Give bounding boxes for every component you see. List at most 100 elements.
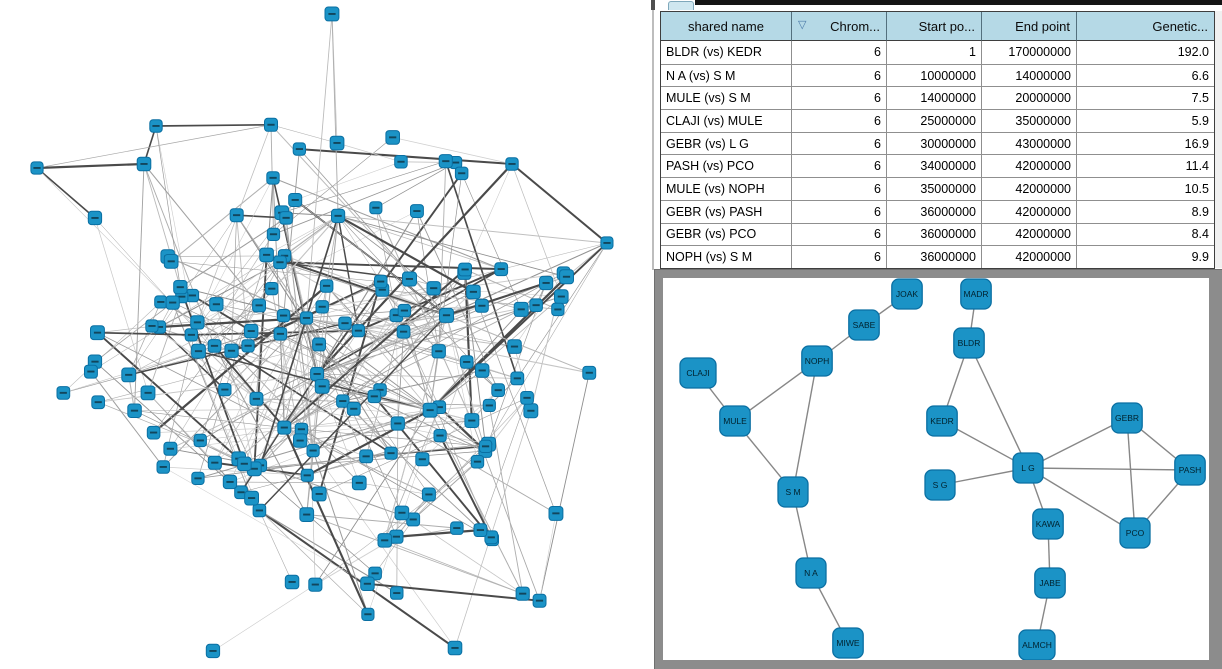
edge-NOPH-SM[interactable] [792,360,818,493]
node-shape[interactable] [1032,508,1064,540]
node-PCO[interactable]: PCO [1119,517,1151,549]
overview-node[interactable] [410,204,424,219]
node-PASH[interactable]: PASH [1174,454,1206,486]
node-shape[interactable] [1018,629,1056,660]
table-cell[interactable]: MULE (vs) S M [661,86,792,110]
overview-node[interactable] [426,281,441,296]
table-cell[interactable]: 6 [792,63,887,87]
overview-node[interactable] [505,157,519,171]
table-panel-tab[interactable] [668,1,694,10]
overview-node[interactable] [273,255,287,270]
node-KEDR[interactable]: KEDR [926,405,958,437]
table-row[interactable]: BLDR (vs) KEDR 6 1 170000000 192.0 [661,41,1214,64]
table-row[interactable]: GEBR (vs) PCO 6 36000000 42000000 8.4 [661,222,1214,246]
table-cell[interactable]: 42000000 [982,199,1077,223]
edge-BLDR-LG[interactable] [968,342,1029,469]
overview-node[interactable] [520,391,534,405]
overview-node[interactable] [360,576,375,591]
node-shape[interactable] [801,345,833,377]
overview-node[interactable] [439,307,454,323]
table-cell[interactable]: 36000000 [887,199,982,223]
table-cell[interactable]: 6 [792,131,887,155]
overview-node[interactable] [218,383,232,397]
overview-node[interactable] [30,161,44,175]
overview-node[interactable] [87,210,103,226]
table-row[interactable]: GEBR (vs) PASH 6 36000000 42000000 8.9 [661,199,1214,223]
overview-node[interactable] [154,295,168,309]
overview-node[interactable] [314,379,330,394]
overview-node[interactable] [163,441,178,456]
edge-LG-GEBR[interactable] [1027,417,1128,469]
overview-node[interactable] [374,274,388,289]
table-cell[interactable]: 42000000 [982,222,1077,246]
overview-node[interactable] [390,586,404,600]
overview-node[interactable] [145,319,159,333]
overview-node[interactable] [173,280,188,295]
overview-node[interactable] [277,309,291,323]
overview-node[interactable] [146,425,161,440]
overview-node[interactable] [470,455,485,469]
node-shape[interactable] [1012,452,1044,484]
edge-GEBR-PCO[interactable] [1126,417,1136,534]
overview-node[interactable] [207,455,222,470]
node-MIWE[interactable]: MIWE [832,627,864,659]
filter-icon[interactable]: ▽ [798,18,807,31]
overview-node[interactable] [205,643,221,659]
overview-node[interactable] [384,446,398,460]
overview-node[interactable] [458,262,473,277]
node-shape[interactable] [924,469,956,501]
overview-node[interactable] [252,298,267,313]
node-shape[interactable] [926,405,958,437]
overview-node[interactable] [554,289,569,304]
table-cell[interactable]: 10.5 [1077,177,1214,200]
overview-node[interactable] [396,324,411,339]
edge-LG-PCO[interactable] [1027,467,1136,534]
table-cell[interactable]: 6 [792,86,887,110]
overview-node[interactable] [397,303,412,318]
overview-node[interactable] [454,166,469,181]
overview-node[interactable] [121,367,137,383]
overview-node[interactable] [207,339,222,353]
table-cell[interactable]: 6 [792,199,887,223]
node-MULE[interactable]: MULE [719,405,751,437]
table-cell[interactable]: 30000000 [887,131,982,155]
table-cell[interactable]: GEBR (vs) L G [661,131,792,155]
overview-node[interactable] [473,523,488,538]
table-cell[interactable]: N A (vs) S M [661,63,792,87]
overview-node[interactable] [385,130,400,145]
overview-node[interactable] [466,284,481,300]
table-cell[interactable]: 43000000 [982,131,1077,155]
overview-node[interactable] [156,460,170,474]
overview-node[interactable] [484,530,499,545]
node-shape[interactable] [1119,517,1151,549]
overview-node[interactable] [338,316,352,330]
table-cell[interactable]: 170000000 [982,41,1077,64]
overview-node[interactable] [266,227,281,241]
overview-node[interactable] [310,367,325,381]
overview-node[interactable] [475,363,490,378]
overview-node[interactable] [149,119,163,133]
overview-node[interactable] [308,577,323,592]
table-cell[interactable]: 42000000 [982,154,1077,178]
overview-node[interactable] [474,298,489,313]
overview-node[interactable] [292,142,307,156]
overview-node[interactable] [266,171,280,185]
table-cell[interactable]: 6 [792,41,887,64]
table-cell[interactable]: CLAJI (vs) MULE [661,109,792,132]
overview-node[interactable] [331,208,346,224]
table-cell[interactable]: 11.4 [1077,154,1214,177]
table-cell[interactable]: 6 [792,177,887,200]
table-cell[interactable]: PASH (vs) PCO [661,154,792,178]
node-LG[interactable]: L G [1012,452,1044,484]
node-shape[interactable] [795,557,827,589]
table-cell[interactable]: 10000000 [887,63,982,87]
overview-node[interactable] [548,506,564,521]
table-row[interactable]: MULE (vs) S M 6 14000000 20000000 7.5 [661,86,1214,110]
overview-node[interactable] [482,398,496,412]
overview-node[interactable] [84,364,98,379]
overview-node[interactable] [415,452,430,467]
overview-node[interactable] [315,300,329,314]
overview-node[interactable] [368,566,382,581]
overview-node[interactable] [90,325,105,341]
node-SABE[interactable]: SABE [848,309,880,341]
